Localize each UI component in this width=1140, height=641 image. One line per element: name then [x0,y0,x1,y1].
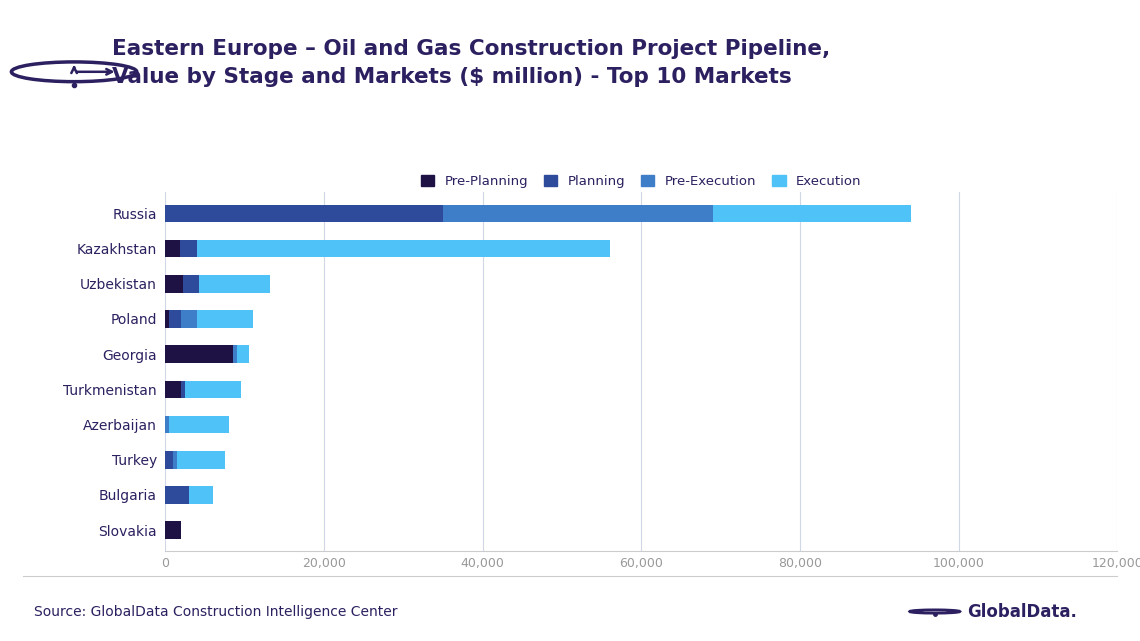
Bar [165,204,443,222]
Bar [165,310,169,328]
Legend: Pre-Planning, Planning, Pre-Execution, Execution: Pre-Planning, Planning, Pre-Execution, E… [416,170,866,194]
Bar [181,310,197,328]
Bar [237,345,249,363]
Bar [173,451,177,469]
Bar [165,275,182,292]
Bar [181,381,185,398]
Bar [169,416,229,433]
Bar [165,416,169,433]
Bar [165,345,233,363]
Text: Source: GlobalData Construction Intelligence Center: Source: GlobalData Construction Intellig… [34,604,398,619]
Bar [233,345,237,363]
Bar [712,204,911,222]
Bar [189,486,213,504]
Bar [165,486,189,504]
Bar [169,310,181,328]
Bar [185,381,241,398]
Bar [443,204,712,222]
Bar [165,451,173,469]
Bar [180,240,197,258]
Text: GlobalData.: GlobalData. [967,603,1076,620]
Bar [198,275,270,292]
Bar [165,381,181,398]
Bar [197,240,610,258]
Bar [177,451,225,469]
Text: Eastern Europe – Oil and Gas Construction Project Pipeline,
Value by Stage and M: Eastern Europe – Oil and Gas Constructio… [112,40,830,87]
Bar [165,240,180,258]
Bar [182,275,198,292]
Bar [165,521,181,539]
Bar [197,310,253,328]
